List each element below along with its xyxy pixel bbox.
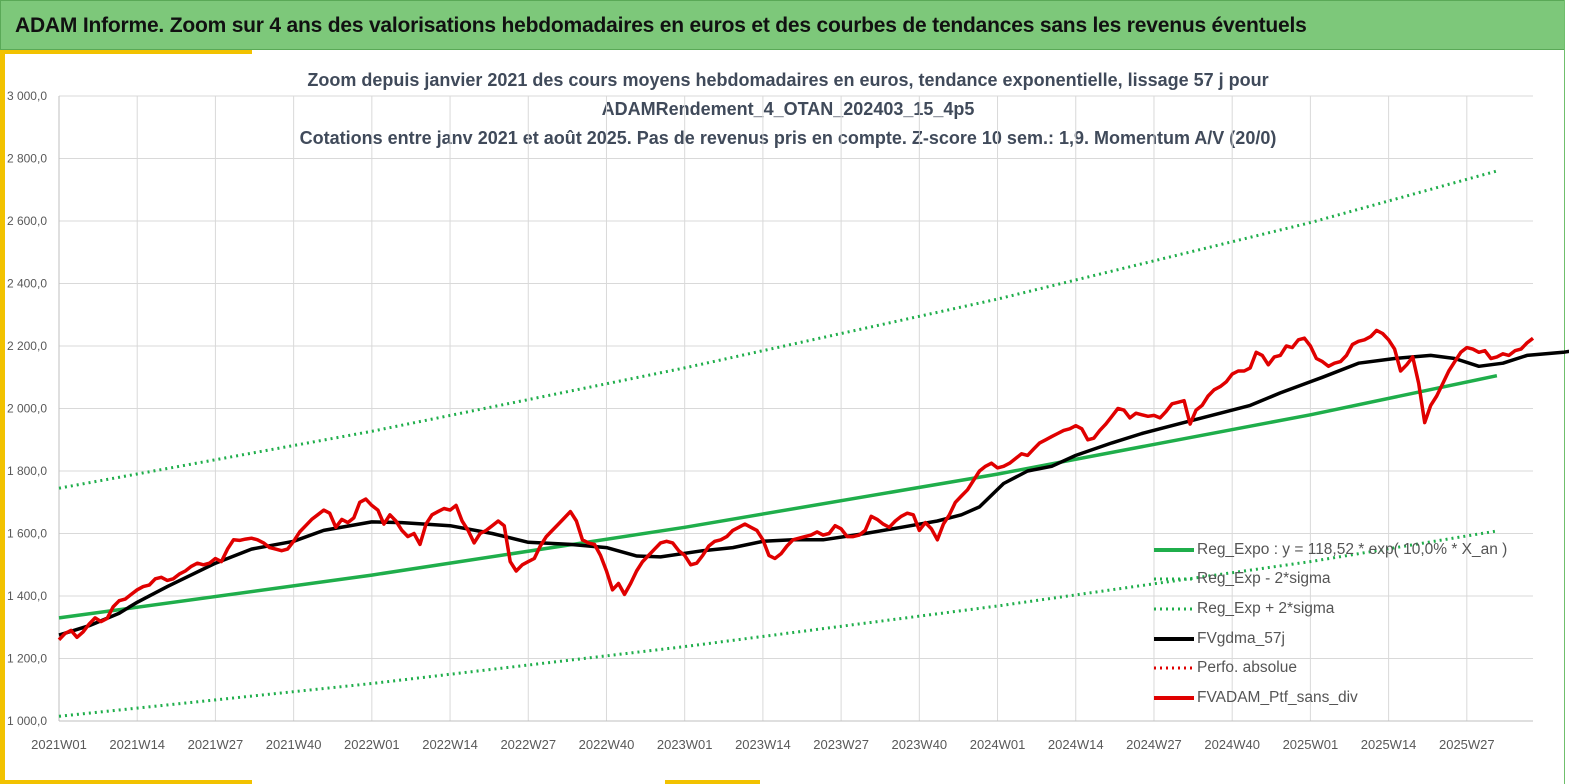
y-tick-label: 3 000,0 <box>7 89 47 103</box>
chart-title-line-1: Zoom depuis janvier 2021 des cours moyen… <box>307 70 1269 90</box>
legend-label: Reg_Expo : y = 118,52 * exp( 10,0% * X_a… <box>1197 540 1508 558</box>
x-tick-label: 2021W27 <box>188 737 244 752</box>
y-tick-label: 1 200,0 <box>7 652 47 666</box>
legend-label: Reg_Exp + 2*sigma <box>1197 599 1335 617</box>
legend-label: FVgdma_57j <box>1197 629 1285 647</box>
chart-title-line-2: ADAMRendement_4_OTAN_202403_15_4p5 <box>601 99 975 119</box>
x-tick-label: 2023W14 <box>735 737 791 752</box>
x-tick-label: 2023W27 <box>813 737 869 752</box>
x-tick-label: 2021W01 <box>31 737 87 752</box>
series-line-fvgdma-57j <box>58 349 1569 637</box>
x-tick-label: 2023W01 <box>657 737 713 752</box>
y-tick-label: 2 200,0 <box>7 339 47 353</box>
legend-swatch <box>1154 607 1194 611</box>
legend-item: Reg_Exp + 2*sigma <box>1154 594 1507 624</box>
y-tick-label: 2 000,0 <box>7 402 47 416</box>
x-tick-label: 2022W40 <box>579 737 635 752</box>
x-tick-label: 2021W14 <box>109 737 165 752</box>
legend-item: Reg_Expo : y = 118,52 * exp( 10,0% * X_a… <box>1154 535 1507 565</box>
series-line-reg-expo-y-118-52-exp-10-0-x-a <box>58 373 1498 620</box>
accent-bar-bottom-left <box>0 780 252 784</box>
y-tick-label: 2 600,0 <box>7 214 47 228</box>
legend-item: FVADAM_Ptf_sans_div <box>1154 683 1507 713</box>
x-tick-label: 2024W01 <box>970 737 1026 752</box>
accent-bar-bottom <box>665 780 760 784</box>
x-tick-label: 2023W40 <box>892 737 948 752</box>
x-tick-label: 2024W27 <box>1126 737 1182 752</box>
x-tick-label: 2025W01 <box>1283 737 1339 752</box>
legend-label: FVADAM_Ptf_sans_div <box>1197 688 1358 706</box>
x-tick-label: 2022W27 <box>500 737 556 752</box>
frame-right-edge <box>1564 0 1565 784</box>
legend-item: FVgdma_57j <box>1154 624 1507 654</box>
y-tick-label: 1 600,0 <box>7 527 47 541</box>
series-line-reg-exp-2-sigma <box>58 529 1498 718</box>
legend-swatch <box>1154 577 1194 581</box>
x-tick-label: 2022W14 <box>422 737 478 752</box>
accent-bar-left <box>0 50 5 784</box>
legend-swatch <box>1154 547 1194 552</box>
x-tick-label: 2022W01 <box>344 737 400 752</box>
chart-title-line-3: Cotations entre janv 2021 et août 2025. … <box>299 128 1277 148</box>
y-tick-label: 1 400,0 <box>7 589 47 603</box>
y-tick-label: 2 400,0 <box>7 277 47 291</box>
legend-swatch <box>1154 666 1194 670</box>
x-tick-label: 2024W40 <box>1204 737 1260 752</box>
y-tick-label: 1 000,0 <box>7 714 47 728</box>
legend-item: Perfo. absolue <box>1154 653 1507 683</box>
legend-label: Perfo. absolue <box>1197 659 1297 677</box>
chart-legend: Reg_Expo : y = 118,52 * exp( 10,0% * X_a… <box>1154 535 1507 713</box>
x-tick-label: 2025W27 <box>1439 737 1495 752</box>
header-banner: ADAM Informe. Zoom sur 4 ans des valoris… <box>0 0 1565 50</box>
y-tick-label: 2 800,0 <box>7 152 47 166</box>
series-line-reg-exp-2-sigma <box>58 169 1498 490</box>
series-line-fvadam-ptf-sans-div <box>57 328 1535 642</box>
banner-title: ADAM Informe. Zoom sur 4 ans des valoris… <box>15 14 1307 37</box>
x-tick-label: 2025W14 <box>1361 737 1417 752</box>
x-tick-label: 2024W14 <box>1048 737 1104 752</box>
accent-bar-top <box>0 50 252 54</box>
legend-swatch <box>1154 695 1194 700</box>
y-tick-label: 1 800,0 <box>7 464 47 478</box>
legend-label: Reg_Exp - 2*sigma <box>1197 570 1331 588</box>
legend-swatch <box>1154 636 1194 641</box>
legend-item: Reg_Exp - 2*sigma <box>1154 565 1507 595</box>
x-tick-label: 2021W40 <box>266 737 322 752</box>
